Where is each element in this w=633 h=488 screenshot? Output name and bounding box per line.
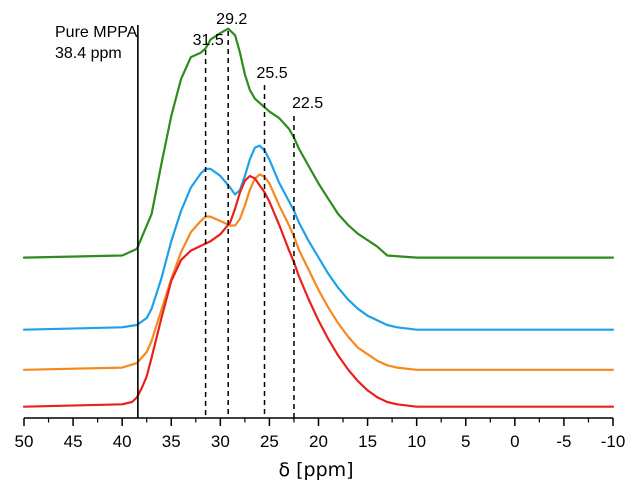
x-tick-label-11: -5 <box>556 432 571 451</box>
x-tick-label-7: 15 <box>358 432 377 451</box>
x-tick-label-2: 40 <box>113 432 132 451</box>
spectra-layer <box>22 27 615 408</box>
x-tick-label-6: 20 <box>309 432 328 451</box>
peak-marker-label-1: 31.5 <box>193 32 224 49</box>
x-axis-label: δ [ppm] <box>278 459 353 481</box>
x-tick-label-5: 25 <box>260 432 279 451</box>
peak-marker-label-3: 25.5 <box>257 65 288 82</box>
x-tick-label-12: -10 <box>601 432 626 451</box>
x-tick-label-4: 30 <box>211 432 230 451</box>
reference-label-line1: Pure MPPA <box>55 24 138 41</box>
x-axis: 50 45 40 35 30 25 20 15 10 5 0 -5 -10 <box>15 417 626 451</box>
spectrum-line-2 <box>22 144 615 331</box>
spectrum-line-1 <box>22 27 615 259</box>
x-tick-label-8: 10 <box>407 432 426 451</box>
peak-marker-label-2: 29.2 <box>216 11 247 28</box>
peak-marker-layer: 31.5 29.2 25.522.5 <box>137 11 323 418</box>
x-tick-label-0: 50 <box>15 432 34 451</box>
x-tick-label-9: 5 <box>461 432 470 451</box>
spectrum-line-3 <box>22 173 615 371</box>
x-tick-label-1: 45 <box>64 432 83 451</box>
reference-label-line2: 38.4 ppm <box>55 45 122 62</box>
x-tick-label-3: 35 <box>162 432 181 451</box>
peak-marker-label-4: 22.5 <box>292 95 323 112</box>
x-tick-label-10: 0 <box>510 432 519 451</box>
annotation-layer: Pure MPPA 38.4 ppm δ [ppm] <box>55 24 354 481</box>
spectrum-line-4 <box>22 174 615 408</box>
